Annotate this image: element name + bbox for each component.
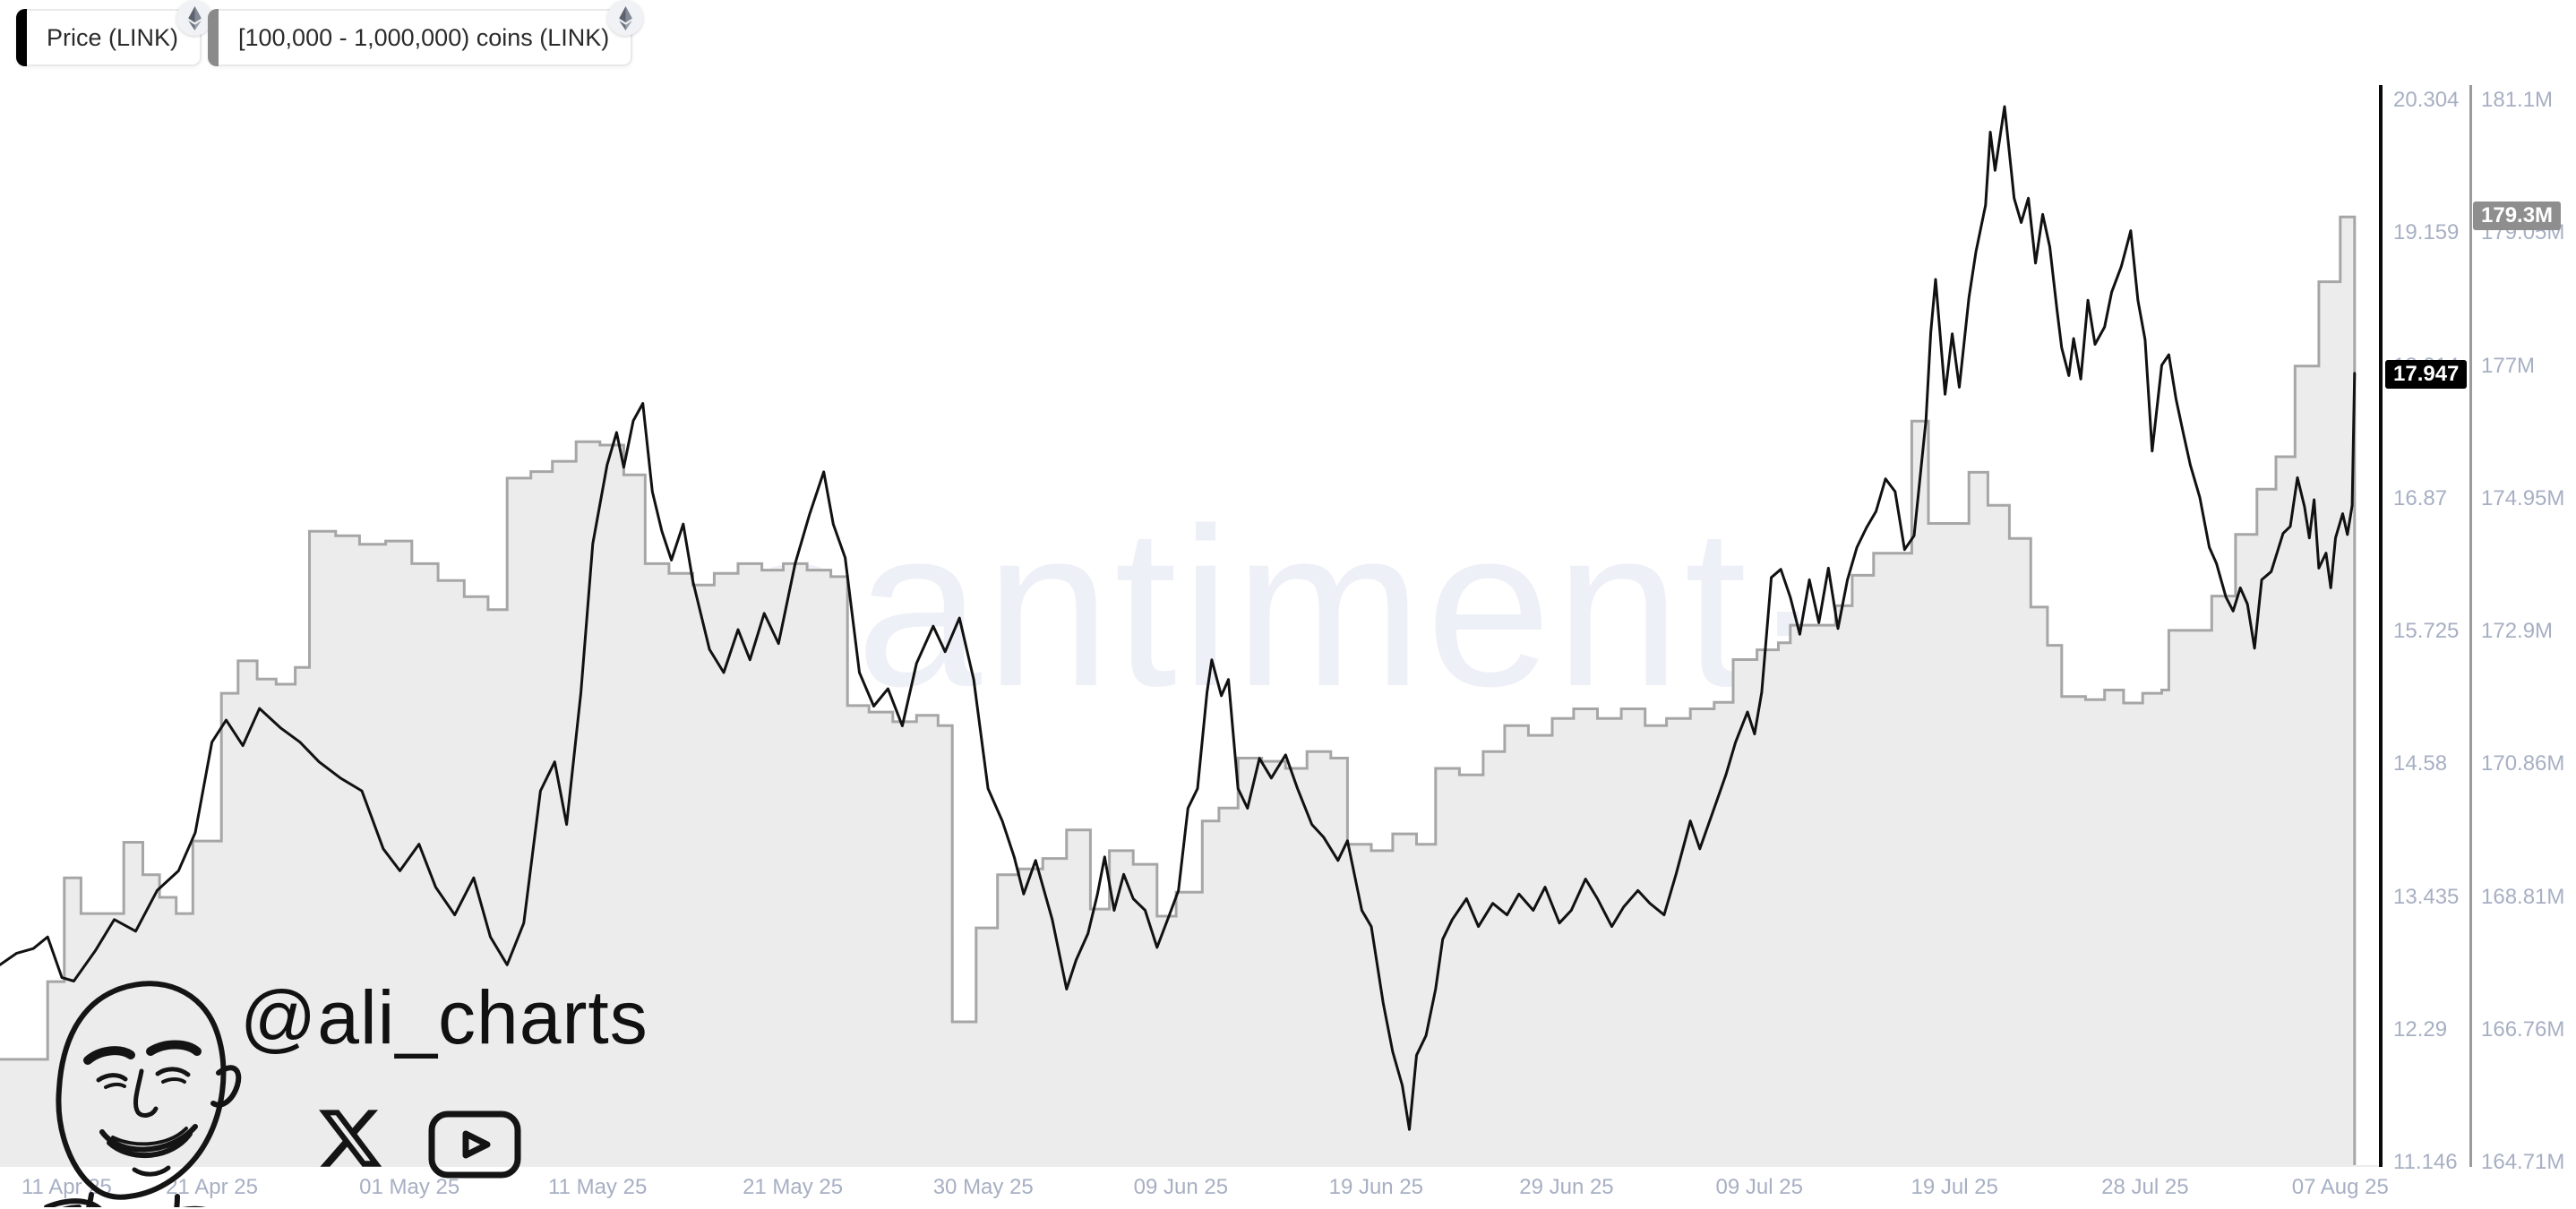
price-tick-6: 13.435: [2393, 884, 2460, 909]
date-label-12: 07 Aug 25: [2291, 1175, 2389, 1199]
current-price-badge: 17.947: [2385, 360, 2468, 390]
coins-step-area: [0, 217, 2355, 1166]
price-tick-4: 15.725: [2393, 619, 2460, 643]
supply-tick-3: 174.95M: [2481, 485, 2565, 510]
date-label-3: 11 May 25: [548, 1175, 648, 1199]
legend-chip-price-label: Price (LINK): [47, 23, 179, 51]
supply-tick-6: 168.81M: [2481, 884, 2565, 909]
supply-tick-0: 181.1M: [2481, 88, 2554, 112]
price-tick-1: 19.159: [2393, 220, 2460, 245]
date-label-10: 19 Jul 25: [1911, 1175, 1998, 1199]
supply-tick-8: 164.71M: [2481, 1150, 2565, 1174]
date-label-9: 09 Jul 25: [1715, 1175, 1803, 1199]
date-label-11: 28 Jul 25: [2101, 1175, 2189, 1199]
supply-tick-4: 172.9M: [2481, 619, 2554, 643]
date-label-8: 29 Jun 25: [1519, 1175, 1614, 1199]
date-label-2: 01 May 25: [359, 1175, 460, 1199]
price-axis-line: [2379, 85, 2383, 1167]
legend-chip-coins[interactable]: [100,000 - 1,000,000) coins (LINK): [208, 0, 644, 66]
price-tick-8: 11.146: [2393, 1150, 2458, 1174]
coins-series-color-bar: [208, 9, 219, 66]
date-label-7: 19 Jun 25: [1328, 1175, 1424, 1199]
x-axis-baseline: [0, 1165, 2381, 1167]
supply-tick-2: 177M: [2481, 353, 2536, 378]
date-label-5: 30 May 25: [932, 1175, 1034, 1199]
author-handle: @ali_charts: [240, 975, 648, 1059]
supply-tick-5: 170.86M: [2481, 751, 2565, 776]
x-logo-icon: [319, 1110, 382, 1167]
date-label-6: 09 Jun 25: [1133, 1175, 1229, 1199]
supply-tick-7: 166.76M: [2481, 1016, 2565, 1042]
date-label-4: 21 May 25: [743, 1175, 844, 1199]
legend-chip-price[interactable]: Price (LINK): [16, 0, 213, 66]
youtube-icon: [428, 1110, 521, 1179]
supply-axis-line: [2469, 85, 2472, 1167]
face-sketch: [44, 981, 242, 1207]
price-series-color-bar: [16, 9, 27, 66]
coins-step-line: [0, 215, 2357, 1166]
current-supply-badge: 179.3M: [2473, 202, 2562, 231]
santiment-watermark: ·santiment·: [660, 481, 1830, 733]
date-label-1: 21 Apr 25: [166, 1175, 258, 1199]
price-tick-3: 16.87: [2393, 485, 2448, 510]
eth-diamond-icon: [607, 0, 644, 36]
price-tick-5: 14.58: [2393, 751, 2448, 776]
price-line: [0, 105, 2357, 1131]
price-tick-0: 20.304: [2393, 88, 2460, 112]
eth-diamond-icon: [176, 0, 213, 36]
legend-chip-coins-label: [100,000 - 1,000,000) coins (LINK): [238, 23, 610, 51]
chart-plot-area[interactable]: [0, 85, 2381, 1169]
price-tick-7: 12.29: [2393, 1016, 2448, 1042]
